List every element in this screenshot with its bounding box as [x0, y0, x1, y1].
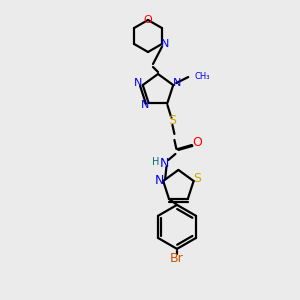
Text: H: H — [152, 157, 159, 167]
Text: N: N — [134, 78, 142, 88]
Text: N: N — [160, 158, 169, 170]
Text: S: S — [168, 114, 176, 128]
Text: S: S — [194, 172, 202, 185]
Text: N: N — [154, 173, 164, 187]
Text: N: N — [173, 78, 182, 88]
Text: CH₃: CH₃ — [194, 72, 210, 81]
Text: N: N — [161, 39, 169, 49]
Text: N: N — [140, 100, 149, 110]
Text: O: O — [144, 15, 152, 25]
Text: Br: Br — [170, 252, 184, 266]
Text: O: O — [193, 136, 202, 149]
